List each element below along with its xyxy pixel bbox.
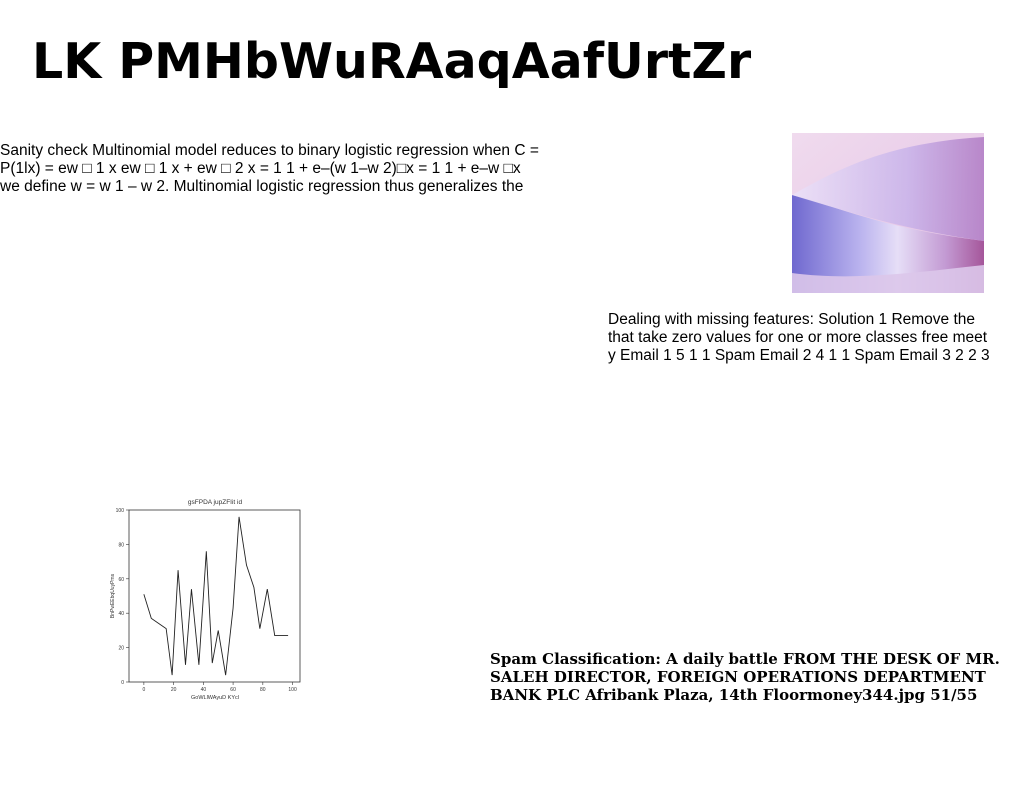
text-line: that take zero values for one or more cl… — [608, 329, 988, 346]
text-line: Dealing with missing features: Solution … — [608, 311, 976, 328]
abstract-photo — [792, 133, 984, 293]
x-tick-label: 0 — [142, 687, 145, 693]
y-tick-label: 40 — [118, 611, 124, 617]
x-axis: 0 20 40 60 80 100 — [142, 682, 297, 693]
x-tick-label: 60 — [230, 687, 236, 693]
x-tick-label: 80 — [260, 687, 266, 693]
series-line — [143, 516, 289, 676]
footer-line: Spam Classification: A daily battle FROM… — [490, 650, 1000, 668]
y-tick-label: 80 — [118, 542, 124, 548]
text-line: P(1lx) = ew □ 1 x ew □ 1 x + ew □ 2 x = … — [0, 160, 521, 177]
y-axis: 0 20 40 60 80 100 — [116, 508, 129, 686]
slide-title: LK PMHbWuRAaqAafUrtZr — [32, 33, 752, 90]
x-tick-label: 100 — [288, 687, 297, 693]
text-line: y Email 1 5 1 1 Spam Email 2 4 1 1 Spam … — [608, 347, 990, 364]
text-line: we define w = w 1 – w 2. Multinomial log… — [0, 178, 524, 195]
x-axis-label: GoWLlWAyuD KYcl — [191, 695, 239, 701]
x-tick-label: 40 — [201, 687, 207, 693]
paragraph-logistic-regression: Sanity check Multinomial model reduces t… — [0, 142, 539, 196]
y-tick-label: 100 — [116, 508, 125, 514]
y-tick-label: 0 — [121, 680, 124, 686]
line-chart: gsFPDA jupZFIit id 0 20 40 60 80 100 0 20 40 60 8… — [110, 499, 301, 701]
plot-frame — [128, 509, 301, 683]
footer-line: BANK PLC Afribank Plaza, 14th Floormoney… — [490, 686, 978, 704]
x-tick-label: 20 — [171, 687, 177, 693]
y-tick-label: 60 — [118, 577, 124, 583]
slide-footer: Spam Classification: A daily battle FROM… — [490, 650, 1000, 704]
footer-line: SALEH DIRECTOR, FOREIGN OPERATIONS DEPAR… — [490, 668, 986, 686]
y-tick-label: 20 — [118, 646, 124, 652]
y-axis-label: BnPwEEbqUuyPms — [110, 573, 116, 618]
chart-title: gsFPDA jupZFIit id — [188, 499, 243, 506]
series-line-group — [143, 516, 289, 676]
paragraph-missing-features: Dealing with missing features: Solution … — [608, 311, 990, 365]
text-line: Sanity check Multinomial model reduces t… — [0, 142, 539, 159]
